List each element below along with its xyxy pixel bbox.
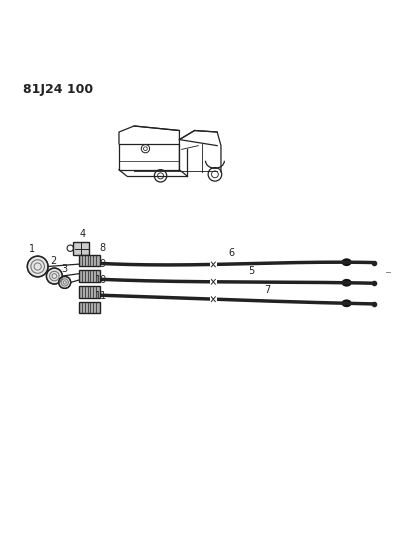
Text: 81J24 100: 81J24 100 [23, 83, 93, 96]
Circle shape [46, 268, 62, 284]
Text: 6: 6 [228, 248, 234, 257]
Text: 2: 2 [50, 256, 56, 266]
Text: 8: 8 [99, 244, 105, 253]
Circle shape [59, 277, 71, 288]
Ellipse shape [342, 259, 351, 265]
Text: 7: 7 [264, 285, 270, 295]
FancyBboxPatch shape [79, 270, 100, 281]
FancyBboxPatch shape [79, 255, 100, 266]
Text: 9: 9 [99, 259, 105, 269]
FancyBboxPatch shape [79, 302, 100, 313]
Circle shape [28, 256, 48, 277]
Ellipse shape [342, 280, 351, 286]
Text: 5: 5 [248, 265, 254, 276]
Text: 11: 11 [95, 291, 107, 301]
Text: 10: 10 [95, 275, 107, 285]
FancyBboxPatch shape [73, 242, 89, 255]
Text: 4: 4 [79, 230, 86, 239]
Text: 3: 3 [61, 264, 67, 273]
FancyBboxPatch shape [79, 286, 100, 297]
Text: 1: 1 [29, 244, 35, 254]
Ellipse shape [342, 300, 351, 306]
